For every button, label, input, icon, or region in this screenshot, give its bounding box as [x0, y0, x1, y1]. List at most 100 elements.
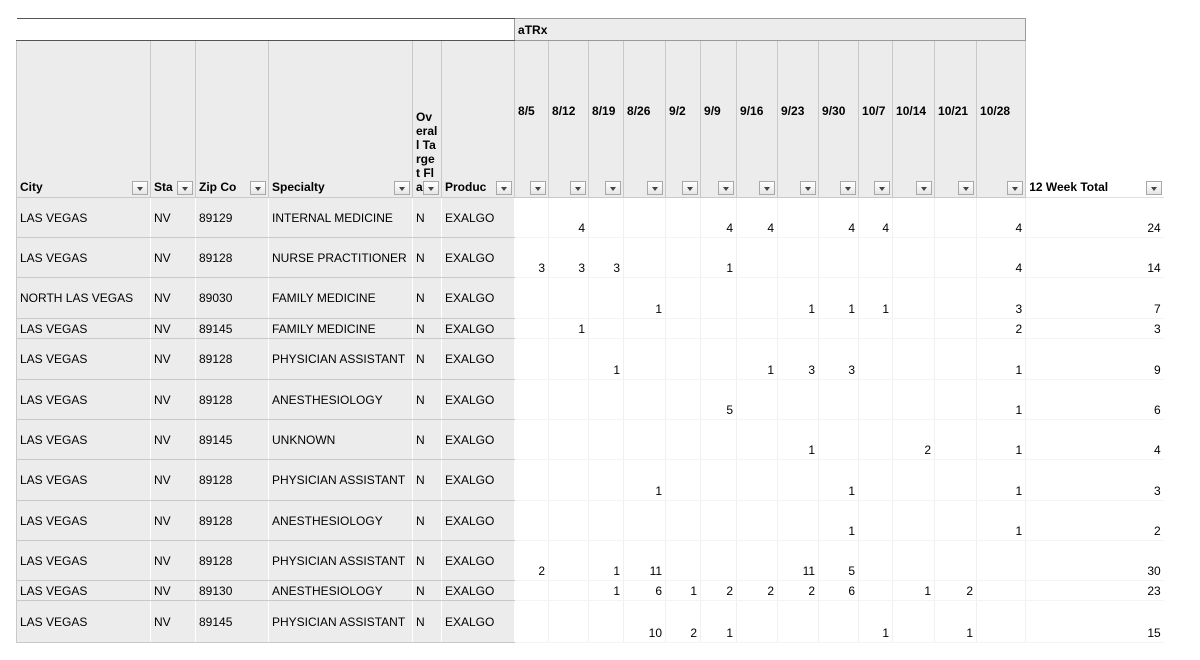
row-field: EXALGO	[440, 419, 516, 460]
week-value	[665, 540, 701, 581]
week-value	[976, 580, 1026, 601]
week-value	[736, 459, 778, 501]
week-value	[736, 540, 778, 581]
week-value	[818, 600, 859, 643]
filter-button[interactable]	[530, 181, 547, 195]
data-row: LAS VEGAS NV 89130 ANESTHESIOLOGY N EXALGO 1 6 1…	[16, 580, 1164, 601]
week-value	[892, 338, 935, 380]
row-field: PHYSICIAN ASSISTANT	[268, 540, 413, 581]
row-field: N	[412, 277, 442, 319]
week-value: 3	[588, 237, 624, 278]
week-value	[548, 277, 589, 319]
row-field: NORTH LAS VEGAS	[16, 277, 151, 319]
data-row: LAS VEGAS NV 89128 PHYSICIAN ASSISTANT N EXAL…	[16, 459, 1164, 501]
row-field: N	[412, 419, 442, 460]
week-value	[976, 540, 1026, 581]
filter-button[interactable]	[1145, 181, 1162, 195]
filter-button[interactable]	[394, 181, 410, 195]
week-value	[514, 277, 549, 319]
filter-button[interactable]	[605, 181, 622, 195]
row-field: FAMILY MEDICINE	[268, 318, 413, 339]
week-value	[777, 379, 819, 420]
week-value: 1	[623, 277, 666, 319]
filter-button[interactable]	[718, 181, 735, 195]
week-value: 1	[588, 580, 624, 601]
filter-button[interactable]	[496, 181, 513, 195]
week-value	[665, 419, 701, 460]
filter-button[interactable]	[132, 181, 148, 195]
filter-button[interactable]	[840, 181, 857, 195]
week-value	[623, 500, 666, 541]
week-value: 2	[700, 580, 737, 601]
week-value	[623, 197, 666, 238]
week-value	[934, 237, 977, 278]
row-field: NURSE PRACTITIONER	[268, 237, 413, 278]
filter-button[interactable]	[682, 181, 699, 195]
week-header: 8/26	[623, 40, 667, 198]
week-value	[892, 459, 935, 501]
filter-button[interactable]	[250, 181, 266, 195]
week-header: 9/2	[665, 40, 702, 198]
week-value	[934, 318, 977, 339]
week-value	[858, 419, 893, 460]
filter-button[interactable]	[570, 181, 587, 195]
row-field: N	[412, 197, 442, 238]
week-value	[665, 459, 701, 501]
row-field: PHYSICIAN ASSISTANT	[268, 459, 413, 501]
week-value: 10	[623, 600, 666, 643]
filter-button[interactable]	[800, 181, 817, 195]
data-row: LAS VEGAS NV 89128 ANESTHESIOLOGY N EXALGO 1 1 2	[16, 500, 1164, 541]
week-value	[700, 540, 737, 581]
row-field: 89145	[195, 419, 269, 460]
week-value: 2	[665, 600, 701, 643]
row-field: 89128	[195, 338, 269, 380]
week-value	[514, 600, 549, 643]
filter-button[interactable]	[916, 181, 933, 195]
row-field: ANESTHESIOLOGY	[268, 500, 413, 541]
row-field: N	[412, 318, 442, 339]
week-value: 1	[777, 277, 819, 319]
week-value	[892, 379, 935, 420]
week-value: 6	[818, 580, 859, 601]
week-header: 10/14	[892, 40, 936, 198]
filter-button[interactable]	[759, 181, 776, 195]
week-value	[736, 600, 778, 643]
group-header-row: aTRx	[16, 18, 1164, 41]
week-value	[818, 318, 859, 339]
column-header: Zip Co	[195, 40, 269, 198]
week-value: 4	[818, 197, 859, 238]
filter-button[interactable]	[177, 181, 193, 195]
filter-button[interactable]	[1007, 181, 1024, 195]
total-value: 4	[1025, 419, 1164, 460]
row-field: NV	[150, 540, 196, 581]
row-field: 89145	[195, 318, 269, 339]
filter-button[interactable]	[958, 181, 975, 195]
week-value: 1	[818, 500, 859, 541]
week-value	[858, 338, 893, 380]
row-field: INTERNAL MEDICINE	[268, 197, 413, 238]
row-field: 89030	[195, 277, 269, 319]
week-value: 4	[548, 197, 589, 238]
row-field: NV	[150, 277, 196, 319]
data-row: LAS VEGAS NV 89128 PHYSICIAN ASSISTANT N EXAL…	[16, 338, 1164, 380]
week-value	[548, 459, 589, 501]
week-value: 1	[665, 580, 701, 601]
row-field: 89128	[195, 237, 269, 278]
data-row: LAS VEGAS NV 89128 PHYSICIAN ASSISTANT N EXAL…	[16, 540, 1164, 581]
filter-button[interactable]	[647, 181, 664, 195]
filter-button[interactable]	[874, 181, 891, 195]
header-row: City Sta Zip Co Specialty Overall Target Fla…	[16, 40, 1164, 198]
row-field: NV	[150, 500, 196, 541]
week-value	[892, 540, 935, 581]
week-value: 6	[623, 580, 666, 601]
row-field: EXALGO	[440, 379, 516, 420]
week-value: 2	[976, 318, 1026, 339]
week-value	[934, 338, 977, 380]
week-value: 1	[623, 459, 666, 501]
week-value	[588, 419, 624, 460]
week-value	[892, 318, 935, 339]
row-field: N	[412, 540, 442, 581]
filter-button[interactable]	[423, 181, 439, 195]
week-value: 1	[976, 500, 1026, 541]
